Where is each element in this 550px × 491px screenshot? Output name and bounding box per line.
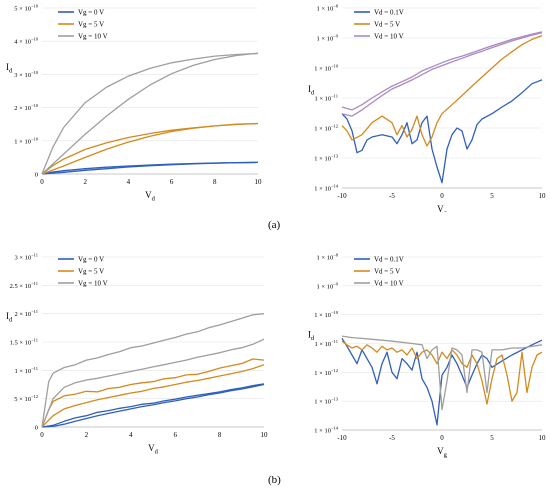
y-tick-label: 1 × 10−10 <box>314 310 338 319</box>
y-tick-label: 1 × 10−12 <box>314 368 338 377</box>
series-line-vg-10-v <box>41 313 265 428</box>
y-tick-label: 1 × 10−9 <box>317 281 339 290</box>
series-line-vd-10-v <box>341 31 543 111</box>
legend-entry: Vd = 10 V <box>374 280 404 288</box>
series-line-vg-5-v <box>41 358 265 428</box>
x-tick-label: 0 <box>440 434 444 442</box>
x-tick-label: 10 <box>539 192 547 200</box>
y-tick-label: 1 × 10−8 <box>317 4 339 13</box>
y-tick-label: 1 × 10−10 <box>314 64 338 73</box>
y-tick-label: 1 × 10−11 <box>314 339 338 348</box>
legend-entry: Vg = 0 V <box>78 9 104 17</box>
legend-entry: Vg = 0 V <box>78 256 104 264</box>
x-tick-label: 8 <box>213 178 217 186</box>
series-line-vd-10-v <box>341 335 543 411</box>
chart-b-right: 1 × 10−14 1 × 10−13 1 × 10−12 1 × 10−11 1 × … <box>308 253 547 459</box>
x-axis-label: Vd <box>145 190 156 203</box>
series-line-vg-10-v <box>41 338 265 428</box>
x-axis-label: Vg <box>437 204 448 212</box>
y-tick-label: 5 × 10−12 <box>14 394 38 403</box>
y-tick-label: 3 × 10−10 <box>14 70 38 79</box>
y-tick-label: 1 × 10−8 <box>317 253 339 262</box>
x-axis-label: Vg <box>437 446 448 459</box>
legend-entry: Vd = 0.1V <box>374 256 404 264</box>
legend-entry: Vg = 10 V <box>78 33 108 41</box>
y-tick-label: 4 × 10−10 <box>14 37 38 46</box>
series-line-vd-5-v <box>341 34 543 147</box>
y-tick-label: 2 × 10−11 <box>14 309 38 318</box>
x-tick-label: 10 <box>539 434 547 442</box>
caption-b: (b) <box>268 474 281 486</box>
x-tick-label: -10 <box>337 192 347 200</box>
legend-entry: Vd = 5 V <box>374 21 400 29</box>
series-line-vg-0-v <box>41 161 259 175</box>
x-tick-label: 10 <box>255 178 263 186</box>
series-line-vg-10-v <box>41 52 259 175</box>
x-tick-label: 2 <box>85 431 89 439</box>
x-tick-label: 2 <box>83 178 87 186</box>
x-tick-label: 10 <box>261 431 269 439</box>
y-tick-label: 1 × 10−14 <box>314 184 338 193</box>
series-line-vd-0-1v <box>341 338 543 426</box>
y-tick-label: 1 × 10−11 <box>314 94 338 103</box>
y-tick-label: 1 × 10−12 <box>314 124 338 133</box>
legend-entry: Vg = 5 V <box>78 21 104 29</box>
series-line-vg-5-v <box>41 122 259 175</box>
caption-a: (a) <box>268 219 281 231</box>
y-tick-label: 2.5 × 10−11 <box>10 281 38 290</box>
y-axis-label: Id <box>6 62 13 75</box>
series-line-vg-5-v <box>41 122 259 175</box>
y-tick-label: 1 × 10−14 <box>314 426 338 435</box>
x-tick-label: 4 <box>127 178 131 186</box>
x-axis-label: Vd <box>148 443 159 456</box>
chart-b-left: 0 5 × 10−12 1 × 10−11 1.5 × 10−11 2 × 10−11 2… <box>6 253 269 456</box>
y-tick-label: 0 <box>35 425 38 432</box>
x-tick-label: 0 <box>40 178 44 186</box>
legend-entry: Vd = 5 V <box>374 268 400 276</box>
series-line-vg-0-v <box>41 383 265 428</box>
y-tick-label: 5 × 10−10 <box>14 4 38 13</box>
series-line-vd-5-v <box>341 340 543 405</box>
x-tick-label: 0 <box>440 192 444 200</box>
y-tick-label: 1 × 10−10 <box>14 136 38 145</box>
series-line-vd-0-1v <box>341 79 543 184</box>
y-axis-label: Id <box>6 311 13 324</box>
x-tick-label: -10 <box>337 434 347 442</box>
y-tick-label: 1 × 10−11 <box>14 366 38 375</box>
series-line-vg-10-v <box>41 52 259 175</box>
chart-a-left: 0 1 × 10−10 2 × 10−10 3 × 10−10 4 × 10−10 5 ×… <box>6 4 263 203</box>
series-line-vg-5-v <box>41 364 265 428</box>
x-tick-label: 5 <box>490 434 494 442</box>
series-line-vd-10-v <box>341 32 543 117</box>
chart-a-right: 1 × 10−14 1 × 10−13 1 × 10−12 1 × 10−11 1 × … <box>308 4 547 213</box>
x-tick-label: 4 <box>129 431 133 439</box>
y-tick-label: 0 <box>35 172 38 179</box>
x-tick-label: -5 <box>389 192 395 200</box>
y-tick-label: 1 × 10−13 <box>314 397 338 406</box>
legend-entry: Vd = 10 V <box>374 33 404 41</box>
x-tick-label: -5 <box>389 434 395 442</box>
x-tick-label: 6 <box>170 178 174 186</box>
y-tick-label: 1 × 10−13 <box>314 154 338 163</box>
series-line-vg-0-v <box>41 161 259 175</box>
y-tick-label: 1.5 × 10−11 <box>10 338 38 347</box>
legend-entry: Vg = 10 V <box>78 280 108 288</box>
series-line-vg-0-v <box>41 383 265 428</box>
y-tick-label: 3 × 10−11 <box>14 253 38 262</box>
legend-entry: Vd = 0.1V <box>374 9 404 17</box>
legend-entry: Vg = 5 V <box>78 268 104 276</box>
y-axis-label: Id <box>308 330 315 343</box>
y-tick-label: 2 × 10−10 <box>14 103 38 112</box>
y-tick-label: 1 × 10−9 <box>317 34 339 43</box>
x-tick-label: 6 <box>173 431 177 439</box>
x-tick-label: 5 <box>490 192 494 200</box>
y-axis-label: Id <box>308 84 315 97</box>
x-tick-label: 0 <box>40 431 44 439</box>
x-tick-label: 8 <box>218 431 222 439</box>
